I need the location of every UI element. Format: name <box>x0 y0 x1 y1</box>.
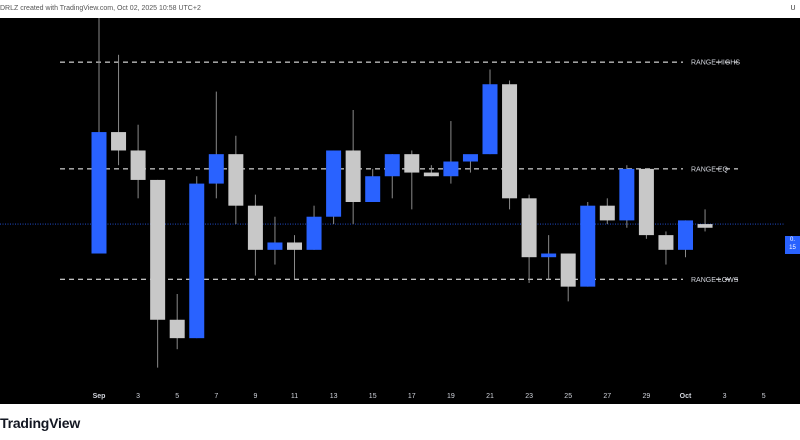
range-level-label: RANGE LOWS <box>691 277 739 284</box>
current-price-tag: 0. 15 <box>785 236 800 254</box>
x-axis-tick-label: 3 <box>723 393 727 400</box>
x-axis-tick-label: 25 <box>564 393 572 400</box>
candle-body <box>326 150 342 217</box>
x-axis: Sep 3 5 7 9 11 13 15 17 19 21 23 25 27 29 Oct 3 5 <box>93 393 766 400</box>
x-axis-tick-label: 19 <box>447 393 455 400</box>
price-axis-unit[interactable]: U <box>790 5 796 12</box>
x-axis-tick-label: Sep <box>93 393 106 400</box>
x-axis-tick-label: 23 <box>525 393 533 400</box>
candle-body <box>247 205 263 250</box>
candle-body <box>365 176 381 202</box>
candle-body <box>638 168 654 236</box>
chart-area[interactable]: RANGE HIGHS RANGE EQ RANGE LOWS Sep 3 5 7 9 11 1… <box>0 18 800 404</box>
range-level-label: RANGE HIGHS <box>691 60 740 67</box>
x-axis-tick-label: 9 <box>253 393 257 400</box>
x-axis-tick-label: 11 <box>291 393 298 400</box>
x-axis-tick-label: 17 <box>408 393 416 400</box>
candle-body <box>658 235 674 250</box>
x-axis-tick-label: 27 <box>603 393 611 400</box>
candle-bodies <box>91 84 713 339</box>
current-price-tag-line1: 0. <box>789 237 795 243</box>
candle-body <box>482 84 498 155</box>
x-axis-tick-label: 5 <box>175 393 179 400</box>
current-price-tag-line2: 15 <box>789 245 796 251</box>
candle-body <box>111 132 127 151</box>
x-axis-tick-label: 3 <box>136 393 140 400</box>
candle-body <box>169 319 185 339</box>
candle-body <box>228 154 244 206</box>
candlestick-chart[interactable]: RANGE HIGHS RANGE EQ RANGE LOWS Sep 3 5 7 9 11 1… <box>0 18 800 404</box>
candle-body <box>306 216 322 250</box>
candle-body <box>697 224 713 228</box>
candle-body <box>150 179 166 320</box>
tradingview-logo[interactable]: TradingView <box>0 415 81 431</box>
candle-body <box>287 242 302 250</box>
candle-body <box>443 161 459 177</box>
x-axis-tick-label: 13 <box>330 393 338 400</box>
candle-body <box>267 242 283 250</box>
candle-body <box>502 84 518 199</box>
candle-body <box>423 172 439 177</box>
candle-body <box>462 154 478 162</box>
x-axis-tick-label: 7 <box>214 393 218 400</box>
candle-body <box>384 154 400 177</box>
candle-body <box>560 253 576 287</box>
candle-body <box>208 154 224 184</box>
candle-body <box>130 150 146 180</box>
range-level-label: RANGE EQ <box>691 166 729 173</box>
x-axis-tick-label: 21 <box>486 393 494 400</box>
x-axis-tick-label: 5 <box>762 393 766 400</box>
candle-body <box>345 150 361 202</box>
x-axis-tick-label: 15 <box>369 393 377 400</box>
candle-body <box>91 132 107 254</box>
chart-header: DRLZ created with TradingView.com, Oct 0… <box>0 0 800 18</box>
candle-body <box>580 205 596 287</box>
candle-body <box>599 205 615 221</box>
chart-attribution: DRLZ created with TradingView.com, Oct 0… <box>0 5 201 12</box>
chart-footer: TradingView <box>0 404 800 440</box>
candle-body <box>619 168 635 221</box>
candle-body <box>521 198 537 258</box>
candle-body <box>189 183 205 339</box>
x-axis-tick-label: Oct <box>680 393 692 400</box>
candle-body <box>678 220 693 250</box>
candle-body <box>404 154 420 173</box>
x-axis-tick-label: 29 <box>643 393 651 400</box>
candle-body <box>541 253 557 258</box>
